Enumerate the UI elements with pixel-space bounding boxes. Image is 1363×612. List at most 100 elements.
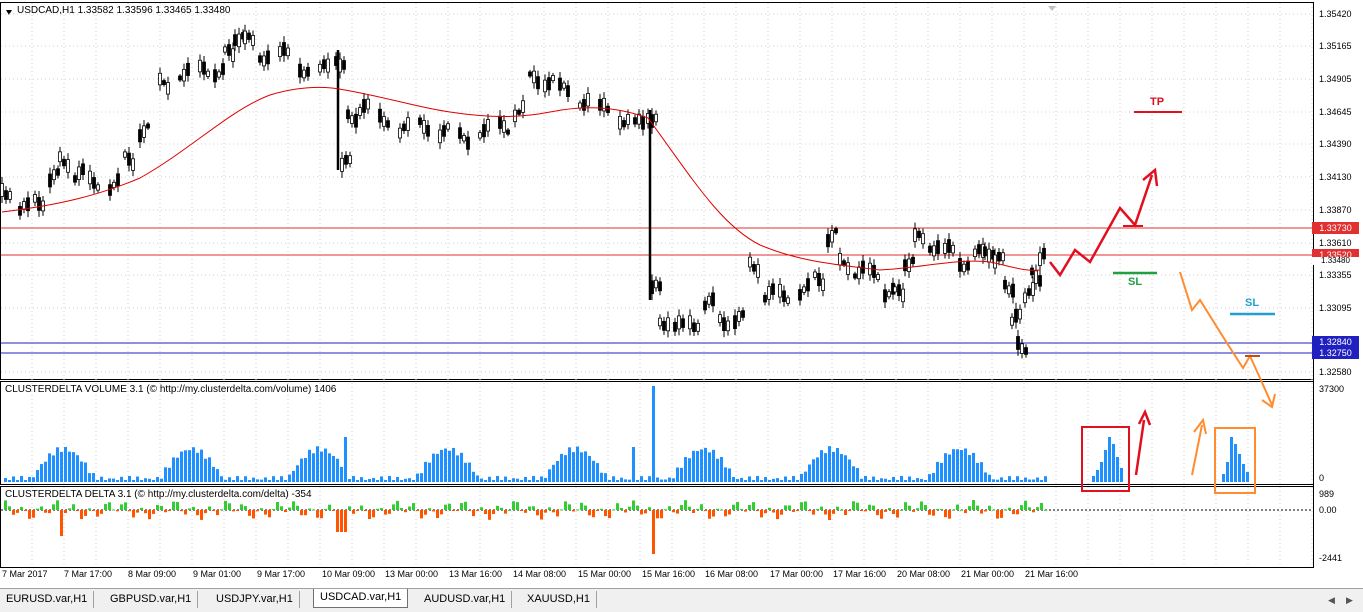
candle-body	[458, 127, 462, 139]
delta-bar	[852, 501, 855, 510]
candle-body	[142, 125, 146, 138]
delta-bar	[808, 510, 811, 511]
volume-bar	[884, 478, 887, 482]
volume-bar	[1222, 474, 1225, 482]
candle-body	[662, 320, 666, 331]
candle-body	[378, 108, 382, 123]
delta-bar	[704, 510, 707, 511]
volume-bar	[724, 467, 727, 482]
delta-bar	[368, 510, 371, 520]
candle-body	[692, 322, 696, 332]
delta-bar	[260, 508, 263, 510]
candle-body	[8, 191, 12, 200]
candle-body	[842, 260, 846, 266]
tab-xauusd[interactable]: XAUUSD,H1	[521, 591, 597, 608]
delta-bar	[756, 510, 759, 511]
tab-scroll-left-icon[interactable]: ◀	[1328, 595, 1335, 605]
delta-bar	[116, 510, 119, 512]
volume-bar	[636, 480, 639, 482]
delta-bar	[140, 507, 143, 510]
volume-bar	[28, 476, 31, 482]
volume-bar	[492, 480, 495, 482]
tab-scroll-right-icon[interactable]: ▶	[1346, 595, 1353, 605]
delta-bar	[636, 505, 639, 510]
volume-bar	[1012, 480, 1015, 482]
candle-body	[498, 115, 502, 129]
delta-bar	[944, 510, 947, 518]
delta-bar	[528, 506, 531, 510]
volume-bar	[344, 437, 347, 482]
delta-bar	[888, 508, 891, 510]
candle-body	[641, 115, 645, 130]
volume-bar	[620, 477, 623, 482]
volume-bar	[116, 480, 119, 482]
volume-bar	[424, 461, 427, 482]
delta-bar	[612, 509, 615, 511]
volume-bar	[524, 476, 527, 482]
volume-bar	[380, 476, 383, 482]
candle-body	[116, 173, 120, 187]
candle-body	[696, 322, 700, 332]
volume-bar	[1108, 437, 1111, 482]
delta-bar	[688, 506, 691, 510]
delta-bar	[124, 502, 127, 510]
delta-bar	[828, 510, 831, 520]
chart-menu-triangle-icon[interactable]	[6, 10, 12, 15]
delta-bar	[184, 510, 187, 515]
tab-audusd[interactable]: AUDUSD.var,H1	[418, 591, 513, 608]
delta-indicator-pane[interactable]: CLUSTERDELTA DELTA 3.1 (© http://my.clus…	[0, 486, 1314, 568]
candle-body	[551, 75, 555, 82]
candle-body	[798, 289, 802, 301]
volume-bar	[200, 449, 203, 482]
volume-bar	[420, 473, 423, 482]
delta-bar	[588, 510, 591, 516]
volume-indicator-pane[interactable]: CLUSTERDELTA VOLUME 3.1 (© http://my.clu…	[0, 381, 1314, 485]
delta-bar	[840, 509, 843, 511]
delta-bar	[200, 510, 203, 520]
candle-body	[221, 63, 225, 75]
candle-body	[913, 228, 917, 242]
volume-bar	[356, 480, 359, 482]
volume-bar	[832, 451, 835, 482]
candle-body	[326, 58, 330, 73]
volume-bar	[272, 476, 275, 482]
scroll-marker-icon[interactable]	[1048, 6, 1056, 11]
candle-body	[442, 125, 446, 137]
candle-body	[677, 315, 681, 330]
volume-bar	[20, 476, 23, 482]
tab-gbpusd[interactable]: GBPUSD.var,H1	[104, 591, 199, 608]
delta-bar	[824, 510, 827, 515]
volume-bar	[32, 477, 35, 482]
volume-bar	[792, 476, 795, 482]
delta-bar	[984, 510, 987, 512]
candle-body	[1038, 275, 1042, 287]
volume-bar	[476, 475, 479, 482]
time-tick: 17 Mar 16:00	[833, 569, 887, 579]
tab-eurusd[interactable]: EURUSD.var,H1	[0, 591, 95, 608]
take-profit-label: TP	[1150, 96, 1165, 108]
volume-bar	[260, 479, 263, 482]
volume-bar	[24, 480, 27, 482]
price-chart-pane[interactable]: USDCAD,H1 1.33582 1.33596 1.33465 1.3348…	[0, 2, 1314, 380]
delta-bar	[720, 509, 723, 511]
candle-body	[921, 233, 925, 245]
candle-body	[887, 291, 891, 298]
candle-body	[654, 279, 658, 289]
tab-usdjpy[interactable]: USDJPY.var,H1	[210, 591, 300, 608]
tab-usdcad[interactable]: USDCAD.var,H1	[313, 589, 409, 608]
volume-max-label: 37300	[1319, 384, 1345, 394]
delta-bar	[572, 510, 575, 512]
candle-body	[993, 254, 997, 269]
volume-bar	[204, 458, 207, 482]
delta-bar	[204, 510, 207, 514]
volume-bar	[136, 476, 139, 482]
volume-bar	[1036, 477, 1039, 482]
delta-bar	[836, 506, 839, 510]
volume-bar	[4, 477, 7, 482]
candle-body	[418, 117, 422, 125]
volume-bar	[1234, 444, 1237, 482]
candle-body	[673, 321, 677, 332]
volume-bar	[1226, 462, 1229, 482]
delta-bar	[860, 510, 863, 511]
candle-body	[348, 155, 352, 164]
